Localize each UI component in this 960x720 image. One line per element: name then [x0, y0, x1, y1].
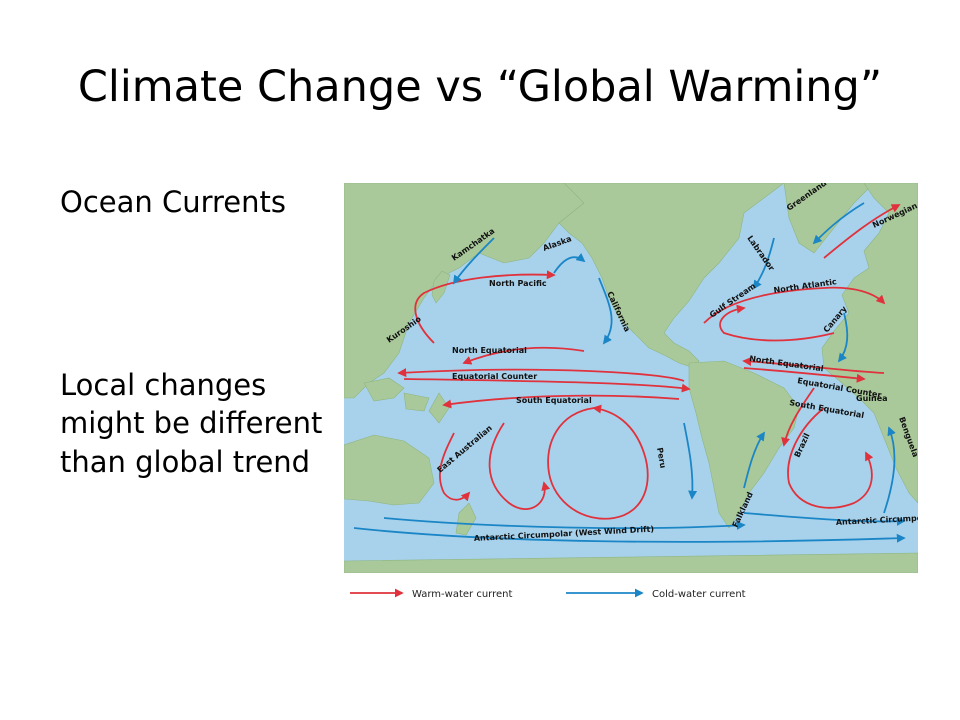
label-south-equatorial-pacific: South Equatorial: [516, 396, 592, 405]
warm-current: [703, 286, 886, 324]
warm-current: [781, 387, 815, 447]
slide-title: Climate Change vs “Global Warming”: [77, 62, 883, 112]
cold-current: [683, 422, 698, 500]
warm-current: [488, 422, 551, 510]
new-zealand: [455, 502, 477, 536]
label-north-equatorial-pacific: North Equatorial: [452, 346, 527, 355]
warm-current: [743, 367, 866, 383]
bullet-ocean-currents: Ocean Currents: [60, 185, 287, 219]
cold-current: [743, 431, 765, 489]
bullet-local-changes: Local changes might be different than gl…: [60, 368, 323, 479]
cold-currents: [353, 202, 906, 543]
australia-landmass: [344, 434, 435, 506]
cold-current: [883, 426, 896, 514]
warm-current: [403, 378, 691, 393]
cold-current: [598, 277, 613, 345]
warm-current: [719, 304, 835, 342]
label-equatorial-counter-pacific: Equatorial Counter: [452, 372, 537, 381]
label-antarctic-circumpolar-east: Antarctic Circumpo: [836, 513, 918, 527]
cold-current: [743, 512, 906, 526]
cold-current: [812, 202, 865, 245]
cold-current: [353, 527, 906, 543]
legend-cold-label: Cold-water current: [652, 589, 746, 600]
label-north-pacific: North Pacific: [489, 279, 547, 288]
cold-current: [837, 312, 849, 363]
warm-current: [742, 356, 885, 374]
cold-current: [553, 252, 586, 274]
south-america-landmass: [688, 360, 800, 529]
antarctica: [344, 552, 918, 574]
warm-current: [547, 404, 649, 520]
cold-current: [753, 237, 775, 290]
land-masses: [344, 183, 918, 574]
label-peru: Peru: [655, 447, 668, 469]
ocean-currents-map-svg: Kamchatka Alaska North Pacific Californi…: [344, 183, 918, 605]
warm-current: [787, 407, 874, 509]
legend-area: [344, 573, 918, 605]
europe-africa-landmass: [821, 183, 918, 504]
legend-warm-label: Warm-water current: [412, 589, 512, 600]
warm-current: [397, 368, 685, 382]
cold-current: [383, 517, 746, 530]
warm-current: [462, 346, 585, 365]
warm-currents: [397, 204, 901, 520]
warm-current: [442, 394, 680, 409]
warm-current: [414, 270, 556, 344]
cold-current: [453, 237, 495, 285]
label-guinea: Guinea: [856, 394, 888, 403]
warm-current: [439, 432, 471, 502]
ocean-currents-map: Kamchatka Alaska North Pacific Californi…: [344, 183, 918, 605]
warm-current: [823, 204, 901, 259]
